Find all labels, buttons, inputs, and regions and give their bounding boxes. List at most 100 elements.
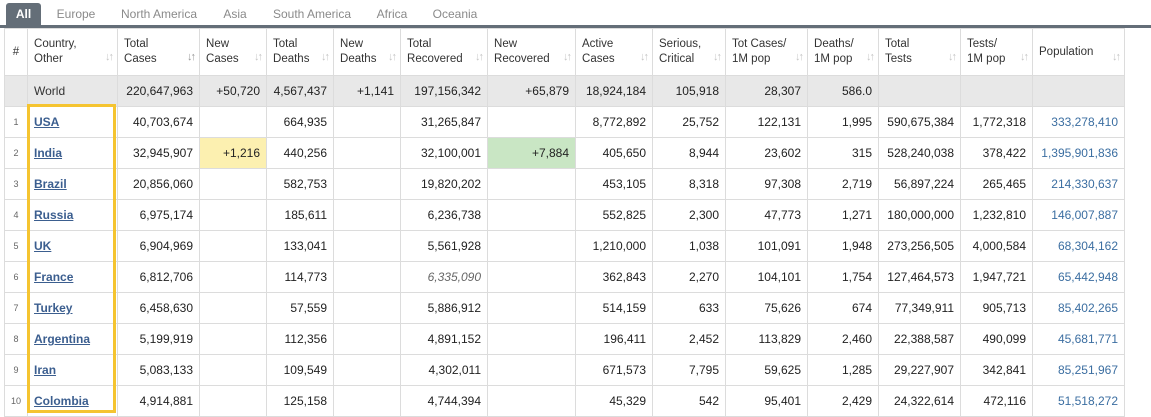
total-cases-cell: 5,199,919: [117, 323, 201, 355]
country-cell: UK: [27, 230, 119, 262]
active-cases-cell: 514,159: [575, 292, 654, 324]
total-deaths-cell: 114,773: [266, 261, 335, 293]
sort-icon: ↓↑: [1020, 51, 1029, 63]
new-recovered-cell: [487, 230, 577, 262]
population-cell: 68,304,162: [1032, 230, 1126, 262]
total-cases-cell: 4,914,881: [117, 385, 201, 417]
country-link[interactable]: Russia: [34, 208, 74, 222]
total-deaths-cell: 112,356: [266, 323, 335, 355]
deaths-per-million-cell: 2,719: [807, 168, 880, 200]
serious-cell: 25,752: [652, 106, 727, 138]
total-cases-cell: 20,856,060: [117, 168, 201, 200]
header-total-cases[interactable]: Total Cases ↓↑: [117, 28, 201, 76]
country-link[interactable]: Argentina: [34, 332, 91, 346]
tests-per-million-cell: 4,000,584: [960, 230, 1034, 262]
total-recovered-cell: 6,236,738: [400, 199, 489, 231]
header-country[interactable]: Country, Other ↓↑: [27, 28, 119, 76]
total-recovered-cell: 6,335,090: [400, 261, 489, 293]
tab-asia[interactable]: Asia: [223, 7, 247, 21]
header-tests-per-million[interactable]: Tests/1M pop ↓↑: [960, 28, 1034, 76]
new-deaths-cell: [333, 323, 402, 355]
rank-cell: 9: [3, 354, 29, 386]
cases-per-million-cell: 95,401: [725, 385, 809, 417]
deaths-per-million-cell: 1,995: [807, 106, 880, 138]
sort-icon: ↓↑: [475, 51, 484, 63]
active-cases-cell: 453,105: [575, 168, 654, 200]
country-link[interactable]: Colombia: [34, 394, 89, 408]
sort-icon: ↓↑: [388, 51, 397, 63]
tests-per-million-cell: 1,772,318: [960, 106, 1034, 138]
total-tests-cell: 528,240,038: [878, 137, 962, 169]
header-total-tests[interactable]: Total Tests ↓↑: [878, 28, 962, 76]
country-cell: Russia: [27, 199, 119, 231]
total-deaths-cell: 109,549: [266, 354, 335, 386]
header-population[interactable]: Population ↓↑: [1032, 28, 1126, 76]
total-tests-cell: 56,897,224: [878, 168, 962, 200]
world-total-recovered: 197,156,342: [400, 75, 489, 107]
world-tests-per-million: [960, 75, 1034, 107]
country-link[interactable]: India: [34, 146, 63, 160]
serious-cell: 7,795: [652, 354, 727, 386]
table-row: 10 Colombia 4,914,881 125,158 4,744,394 45,32…: [3, 385, 1126, 417]
total-cases-cell: 32,945,907: [117, 137, 201, 169]
world-row: World 220,647,963 +50,720 4,567,437 +1,1…: [3, 75, 1126, 107]
table-row: 2 India 32,945,907 +1,216 440,256 32,100,001 +…: [3, 137, 1126, 169]
world-total-deaths: 4,567,437: [266, 75, 335, 107]
country-cell: Iran: [27, 354, 119, 386]
active-cases-cell: 362,843: [575, 261, 654, 293]
total-deaths-cell: 582,753: [266, 168, 335, 200]
new-recovered-cell: [487, 323, 577, 355]
table-row: 4 Russia 6,975,174 185,611 6,236,738 552,825 2…: [3, 199, 1126, 231]
new-deaths-cell: [333, 199, 402, 231]
serious-cell: 542: [652, 385, 727, 417]
rank-cell: 8: [3, 323, 29, 355]
total-tests-cell: 127,464,573: [878, 261, 962, 293]
header-serious-critical[interactable]: Serious, Critical ↓↑: [652, 28, 727, 76]
header-total-recovered[interactable]: Total Recovered ↓↑: [400, 28, 489, 76]
total-deaths-cell: 185,611: [266, 199, 335, 231]
header-total-deaths[interactable]: Total Deaths ↓↑: [266, 28, 335, 76]
total-cases-cell: 6,904,969: [117, 230, 201, 262]
rank-cell: 2: [3, 137, 29, 169]
country-link[interactable]: USA: [34, 115, 60, 129]
new-recovered-cell: [487, 385, 577, 417]
header-new-cases[interactable]: New Cases ↓↑: [199, 28, 268, 76]
tab-north-america[interactable]: North America: [120, 7, 198, 21]
deaths-per-million-cell: 1,285: [807, 354, 880, 386]
new-recovered-cell: [487, 292, 577, 324]
tab-oceania[interactable]: Oceania: [432, 7, 478, 21]
active-cases-cell: 1,210,000: [575, 230, 654, 262]
country-link[interactable]: UK: [34, 239, 52, 253]
tab-africa[interactable]: Africa: [376, 7, 408, 21]
total-tests-cell: 24,322,614: [878, 385, 962, 417]
cases-per-million-cell: 122,131: [725, 106, 809, 138]
total-cases-cell: 6,975,174: [117, 199, 201, 231]
sort-icon: ↓↑: [948, 51, 957, 63]
header-new-recovered[interactable]: New Recovered ↓↑: [487, 28, 577, 76]
new-cases-cell: [199, 230, 268, 262]
active-cases-cell: 8,772,892: [575, 106, 654, 138]
cases-per-million-cell: 104,101: [725, 261, 809, 293]
tab-south-america[interactable]: South America: [272, 7, 352, 21]
serious-cell: 1,038: [652, 230, 727, 262]
country-link[interactable]: France: [34, 270, 74, 284]
header-active-cases[interactable]: Active Cases ↓↑: [575, 28, 654, 76]
country-link[interactable]: Iran: [34, 363, 57, 377]
serious-cell: 2,452: [652, 323, 727, 355]
tab-europe[interactable]: Europe: [56, 7, 96, 21]
total-recovered-cell: 19,820,202: [400, 168, 489, 200]
total-recovered-cell: 5,886,912: [400, 292, 489, 324]
header-cases-per-million[interactable]: Tot Cases/1M pop ↓↑: [725, 28, 809, 76]
country-link[interactable]: Brazil: [34, 177, 67, 191]
new-recovered-cell: [487, 354, 577, 386]
header-deaths-per-million[interactable]: Deaths/1M pop ↓↑: [807, 28, 880, 76]
world-total-tests: [878, 75, 962, 107]
tab-all[interactable]: All: [6, 3, 41, 25]
sort-desc-icon: ↓↑: [187, 51, 196, 63]
header-new-deaths[interactable]: New Deaths ↓↑: [333, 28, 402, 76]
active-cases-cell: 405,650: [575, 137, 654, 169]
new-cases-cell: [199, 106, 268, 138]
new-cases-cell: [199, 199, 268, 231]
country-link[interactable]: Turkey: [34, 301, 73, 315]
table-row: 6 France 6,812,706 114,773 6,335,090 362,843 2…: [3, 261, 1126, 293]
